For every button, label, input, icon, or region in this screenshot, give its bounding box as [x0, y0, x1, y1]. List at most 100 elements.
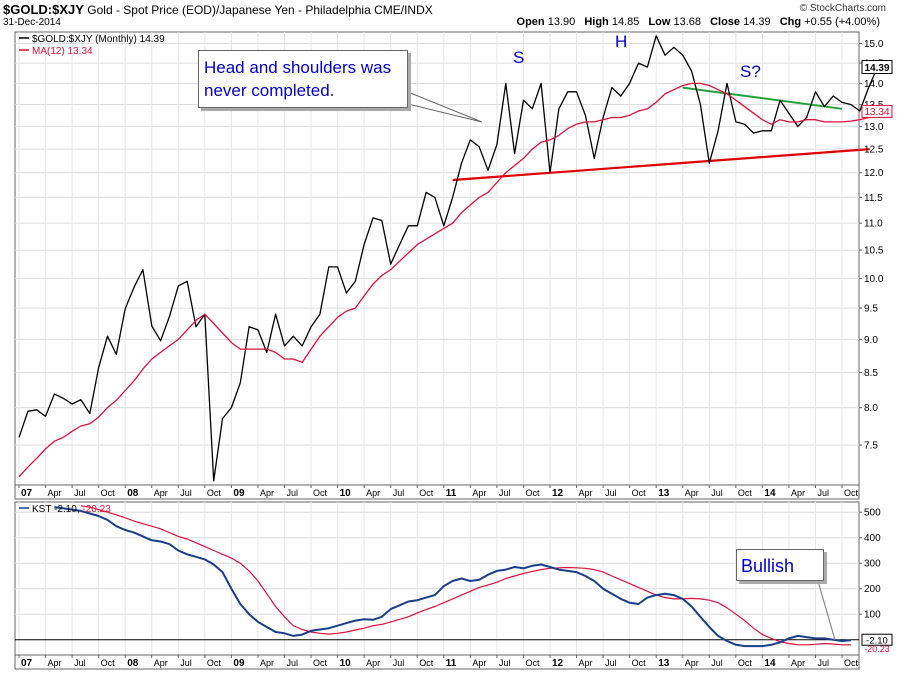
kst-x-tick-label: Jul [180, 658, 192, 668]
price-tick-label: 12.5 [864, 145, 884, 156]
price-x-tick-label: Apr [685, 488, 699, 498]
price-x-tick-label: 07 [21, 488, 33, 499]
price-x-tick-label: Oct [844, 488, 859, 498]
price-x-tick-label: Apr [48, 488, 62, 498]
kst-x-tick-label: Jul [287, 658, 299, 668]
price-series [18, 35, 878, 482]
price-x-tick-label: Oct [419, 488, 434, 498]
open-label: Open [516, 16, 545, 28]
kst-x-tick-label: Apr [579, 658, 593, 668]
price-x-tick-label: Apr [260, 488, 274, 498]
price-tick-label: 8.0 [864, 403, 878, 414]
price-x-tick-label: Jul [74, 488, 86, 498]
price-tick-label: 9.5 [864, 304, 878, 315]
kst-tick-label: 300 [864, 559, 881, 570]
price-x-tick-label: Jul [499, 488, 511, 498]
kst-x-tick-label: Oct [844, 658, 859, 668]
left-shoulder-label: S [513, 48, 525, 67]
close-label: Close [710, 16, 741, 28]
x-axis-lower: 07 Apr Jul Oct 08 Apr Jul Oct 09 Apr Jul Oct 10 Apr Ju… [18, 655, 859, 669]
kst-tick-label: 500 [864, 508, 881, 519]
price-x-tick-label: Jul [180, 488, 192, 498]
symbol-description: Gold - Spot Price (EOD)/Japanese Yen - P… [87, 3, 433, 17]
close-value: 14.39 [743, 16, 771, 28]
kst-x-tick-label: Oct [207, 658, 222, 668]
price-x-tick-label: 10 [340, 488, 352, 499]
price-tick-label: 12.0 [864, 168, 884, 179]
price-x-tick-label: Jul [287, 488, 299, 498]
right-shoulder-label: S? [740, 62, 761, 81]
price-tick-label: 10.5 [864, 246, 884, 257]
kst-tick-label: 200 [864, 584, 881, 595]
kst-series [54, 505, 851, 648]
price-tick-label: 8.5 [864, 368, 878, 379]
chart-header: $GOLD:$XJY Gold - Spot Price (EOD)/Japan… [0, 0, 900, 30]
kst-last-tag: -2.10 -20.23 [861, 633, 893, 654]
price-x-tick-label: 14 [764, 488, 776, 499]
price-x-tick-label: Apr [472, 488, 486, 498]
price-legend-label: $GOLD:$XJY (Monthly) 14.39 [32, 34, 165, 45]
kst-x-tick-label: Apr [685, 658, 699, 668]
high-value: 14.85 [611, 16, 640, 28]
x-axis-band-lower [14, 654, 860, 670]
callout-pointer [407, 91, 483, 123]
high-label: High [584, 16, 609, 28]
callout-line-1: Head and shoulders was [204, 58, 392, 77]
kst-x-tick-label: Jul [818, 658, 830, 668]
price-x-tick-label: Jul [605, 488, 617, 498]
price-x-tick-label: Apr [579, 488, 593, 498]
kst-x-tick-label: Apr [791, 658, 805, 668]
chart-title: $GOLD:$XJY Gold - Spot Price (EOD)/Japan… [3, 2, 433, 17]
price-tick-label: 10.0 [864, 274, 884, 285]
open-value: 13.90 [547, 16, 576, 28]
price-tick-label: 9.0 [864, 335, 878, 346]
kst-x-tick-label: 07 [21, 658, 33, 669]
price-tick-label: 13.0 [864, 122, 884, 133]
kst-x-tick-label: 11 [446, 658, 457, 669]
kst-y-axis: 100 200 300 400 500 [859, 508, 881, 621]
kst-x-tick-label: 13 [658, 658, 670, 669]
kst-x-tick-label: Jul [74, 658, 86, 668]
price-tick-label: 15.0 [864, 39, 884, 50]
neckline-trendline [452, 147, 870, 182]
head-label: H [615, 32, 628, 51]
price-grid [15, 32, 859, 485]
x-axis-band-upper [14, 484, 860, 500]
price-last-tag: 14.39 [861, 60, 893, 75]
price-x-tick-label: Oct [525, 488, 540, 498]
price-y-axis: 7.5 8.0 8.5 9.0 9.5 10.0 10.5 11.0 11.5 12.0 12.5 1… [859, 39, 884, 452]
symbol: $GOLD:$XJY [3, 2, 84, 17]
kst-x-tick-label: Oct [101, 658, 116, 668]
kst-x-tick-label: Apr [48, 658, 62, 668]
low-value: 13.68 [673, 16, 702, 28]
kst-legend-kst: KST -2.10 [32, 504, 77, 515]
price-x-tick-label: Oct [632, 488, 647, 498]
kst-x-tick-label: Oct [632, 658, 647, 668]
price-x-tick-label: Apr [791, 488, 805, 498]
kst-x-tick-label: Oct [525, 658, 540, 668]
kst-tick-label: 400 [864, 533, 881, 544]
price-x-tick-label: 11 [446, 488, 457, 499]
kst-x-tick-label: Apr [154, 658, 168, 668]
kst-x-tick-label: Apr [472, 658, 486, 668]
kst-x-tick-label: Jul [605, 658, 617, 668]
head-and-shoulders-callout: Head and shoulders was never completed. [198, 50, 408, 108]
price-tick-label: 14.0 [864, 79, 884, 90]
kst-panel-frame [14, 501, 860, 656]
chg-value: +0.55 (+4.00%) [804, 16, 880, 28]
price-x-tick-label: 13 [658, 488, 670, 499]
price-tick-label: 11.0 [864, 219, 883, 230]
kst-x-tick-label: Jul [711, 658, 723, 668]
price-tick-label: 7.5 [864, 441, 878, 452]
kst-x-tick-label: 08 [127, 658, 139, 669]
shoulder-trendline [682, 86, 843, 110]
ma-last-value: 13.34 [864, 107, 889, 118]
kst-last-value: -2.10 [866, 636, 888, 647]
kst-x-tick-label: Jul [499, 658, 511, 668]
callout-line-2: never completed. [204, 81, 335, 100]
low-label: Low [648, 16, 671, 28]
kst-grid [15, 502, 859, 655]
price-x-tick-label: Oct [313, 488, 328, 498]
kst-x-tick-label: Apr [260, 658, 274, 668]
